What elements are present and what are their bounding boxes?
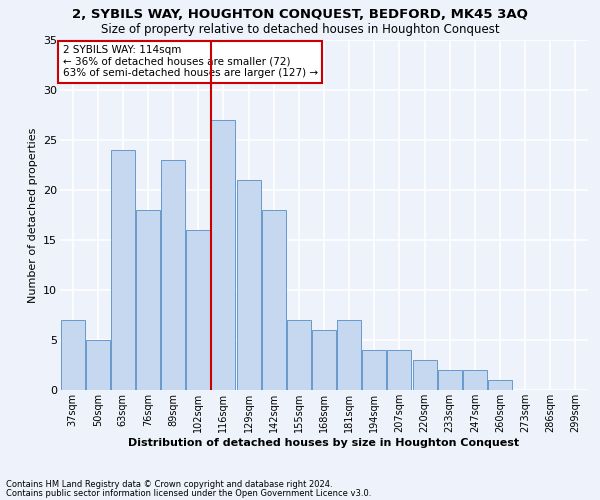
Bar (287, 320, 311, 390)
Bar (463, 370, 487, 390)
Bar (262, 210, 286, 390)
Bar (488, 380, 512, 390)
Bar (337, 320, 361, 390)
Bar (362, 350, 386, 390)
Bar (388, 350, 412, 390)
Bar (312, 330, 336, 390)
Text: Contains public sector information licensed under the Open Government Licence v3: Contains public sector information licen… (6, 489, 371, 498)
Bar (187, 230, 210, 390)
Bar (136, 210, 160, 390)
Bar (161, 160, 185, 390)
Text: Size of property relative to detached houses in Houghton Conquest: Size of property relative to detached ho… (101, 22, 499, 36)
Text: 2 SYBILS WAY: 114sqm
← 36% of detached houses are smaller (72)
63% of semi-detac: 2 SYBILS WAY: 114sqm ← 36% of detached h… (62, 46, 318, 78)
X-axis label: Distribution of detached houses by size in Houghton Conquest: Distribution of detached houses by size … (128, 438, 520, 448)
Bar (61, 320, 85, 390)
Text: 2, SYBILS WAY, HOUGHTON CONQUEST, BEDFORD, MK45 3AQ: 2, SYBILS WAY, HOUGHTON CONQUEST, BEDFOR… (72, 8, 528, 20)
Bar (86, 340, 110, 390)
Text: Contains HM Land Registry data © Crown copyright and database right 2024.: Contains HM Land Registry data © Crown c… (6, 480, 332, 489)
Y-axis label: Number of detached properties: Number of detached properties (28, 128, 38, 302)
Bar (111, 150, 135, 390)
Bar (438, 370, 461, 390)
Bar (211, 120, 235, 390)
Bar (236, 180, 260, 390)
Bar (413, 360, 437, 390)
